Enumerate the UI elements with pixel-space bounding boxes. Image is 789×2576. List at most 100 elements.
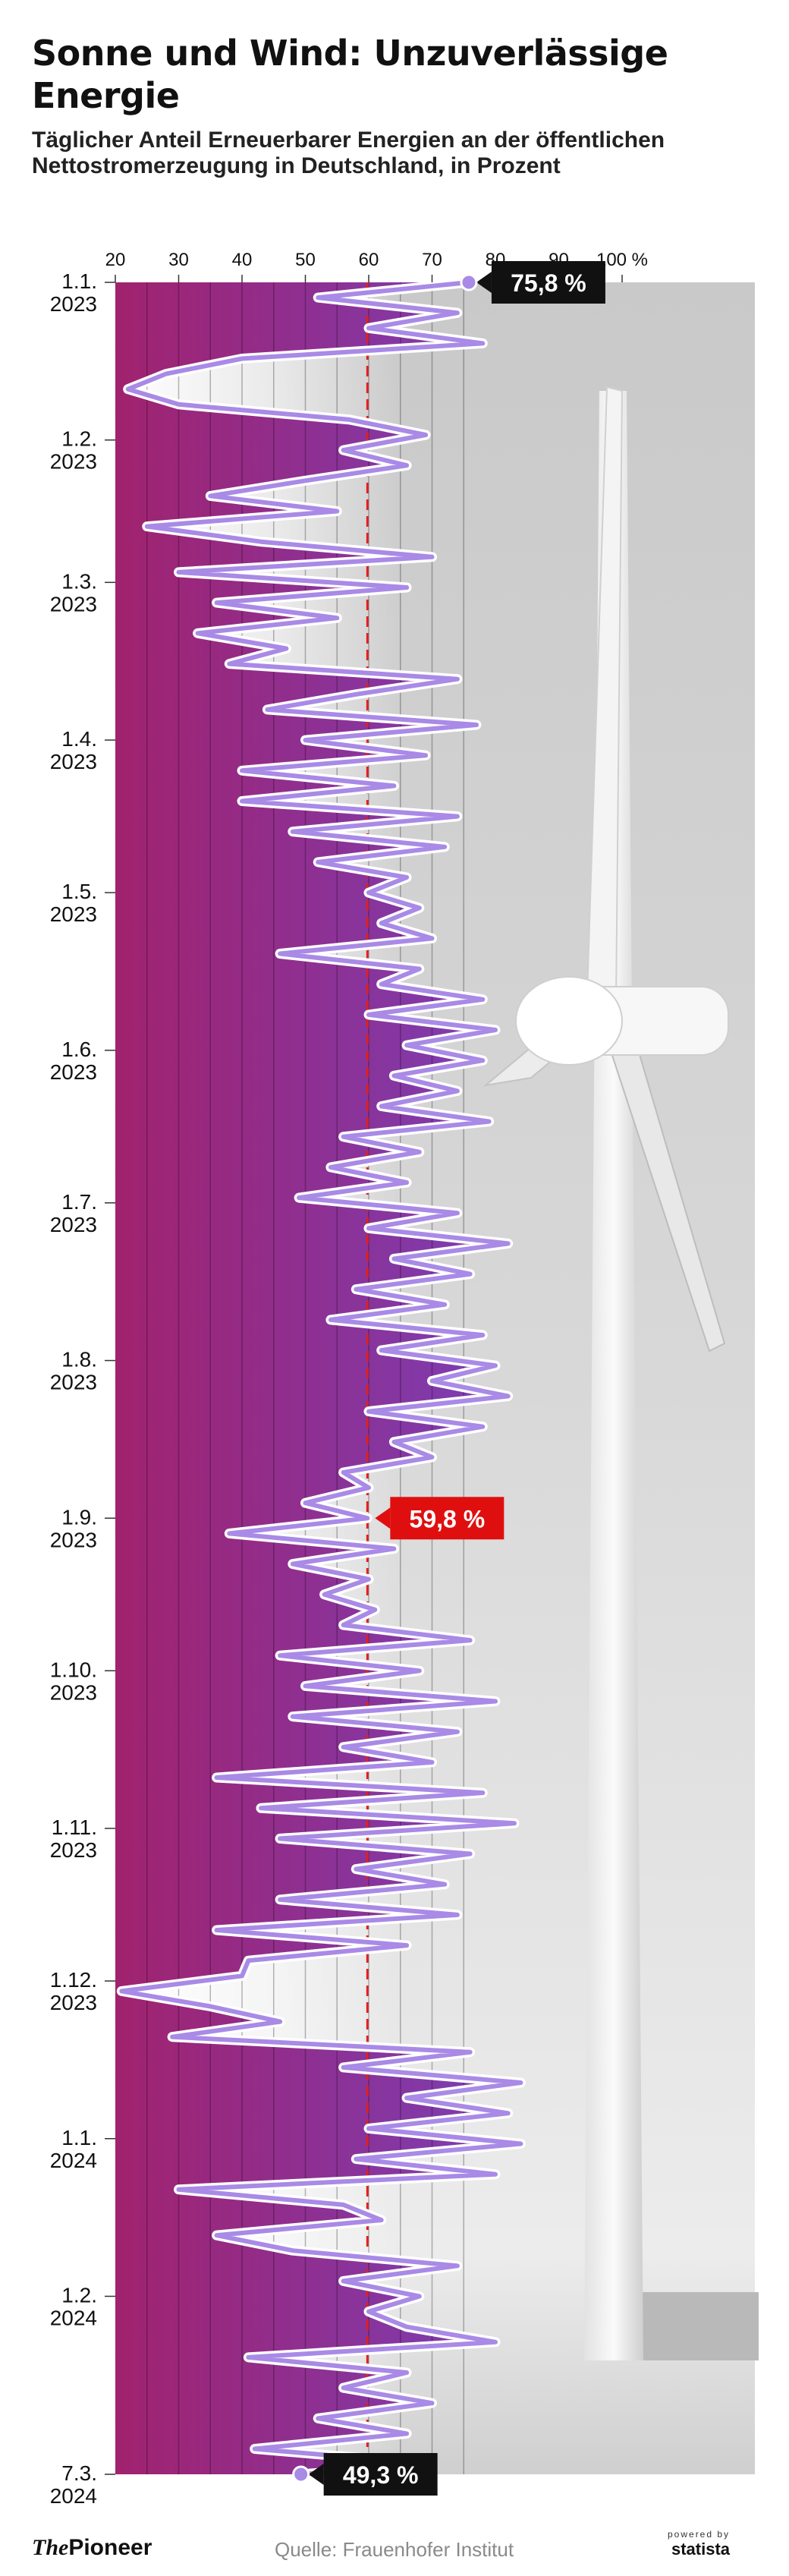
y-tick-label: 1.11. xyxy=(52,1815,97,1839)
data-point xyxy=(506,1242,510,1245)
data-point xyxy=(468,1639,472,1642)
data-point xyxy=(341,1135,345,1138)
data-point xyxy=(430,1760,434,1764)
callout-box xyxy=(390,1497,505,1540)
data-point xyxy=(392,1440,396,1444)
data-point xyxy=(341,2203,345,2206)
y-tick-label: 1.12. xyxy=(50,1968,97,1992)
y-tick-label: 1.1. xyxy=(61,269,97,293)
data-point xyxy=(240,357,244,361)
callout-label: 75,8 % xyxy=(511,269,586,297)
data-point xyxy=(278,952,282,956)
y-tick-label: 1.2. xyxy=(61,427,97,451)
data-point xyxy=(341,1471,345,1474)
data-point xyxy=(481,1425,485,1428)
data-point xyxy=(347,417,351,421)
data-point xyxy=(494,1364,497,1368)
data-point xyxy=(284,647,288,650)
data-point xyxy=(379,982,383,986)
data-point xyxy=(367,1012,370,1016)
data-point xyxy=(303,1684,307,1688)
data-point xyxy=(316,860,320,864)
callout-dot xyxy=(460,273,478,291)
brand-main: Pioneer xyxy=(68,2535,152,2560)
renewables-share-line xyxy=(116,277,526,2480)
data-point xyxy=(392,1257,396,1261)
y-tick-label: 2023 xyxy=(50,450,97,474)
callout-pointer xyxy=(375,1507,391,1529)
source-note: Quelle: Frauenhofer Institut xyxy=(275,2538,514,2561)
data-point xyxy=(392,1074,396,1078)
data-point xyxy=(341,1623,345,1627)
data-point xyxy=(354,1287,358,1291)
data-point xyxy=(430,555,434,559)
y-tick-label: 1.5. xyxy=(61,880,97,903)
data-point xyxy=(228,662,231,666)
data-point xyxy=(367,1227,370,1230)
data-point xyxy=(468,2050,472,2054)
data-point xyxy=(171,2035,174,2039)
data-point xyxy=(405,1181,409,1184)
data-point xyxy=(303,738,307,742)
data-point xyxy=(297,1196,301,1200)
data-point xyxy=(177,2187,181,2191)
callout-pointer xyxy=(476,272,492,293)
callout-label: 59,8 % xyxy=(410,1505,486,1532)
powered-by-label: powered by xyxy=(668,2529,731,2540)
data-point xyxy=(506,1394,510,1398)
data-point xyxy=(177,402,181,406)
callout-box xyxy=(323,2453,438,2496)
x-tick-label: 60 xyxy=(359,250,379,270)
data-point xyxy=(417,906,421,910)
data-point xyxy=(481,1059,485,1063)
data-point xyxy=(215,1776,218,1779)
data-point xyxy=(367,891,370,895)
y-tick-label: 2024 xyxy=(50,2149,97,2172)
data-point xyxy=(405,586,409,589)
y-tick-label: 2023 xyxy=(50,1528,97,1551)
data-point xyxy=(455,2264,459,2268)
data-point xyxy=(519,2081,523,2084)
data-point xyxy=(120,1989,124,1993)
data-point xyxy=(278,2020,282,2023)
data-point xyxy=(247,2355,250,2359)
y-tick-label: 1.10. xyxy=(50,1658,97,1681)
y-tick-label: 2023 xyxy=(50,1991,97,2014)
data-point xyxy=(405,876,409,879)
data-point xyxy=(328,1318,332,1321)
y-tick-label: 1.4. xyxy=(61,727,97,751)
data-point xyxy=(494,1028,497,1031)
x-tick-label: 30 xyxy=(168,250,189,270)
y-tick-label: 2023 xyxy=(50,592,97,616)
data-point xyxy=(177,570,181,574)
data-point xyxy=(240,799,244,803)
chart-subtitle: Täglicher Anteil Erneuerbarer Energien a… xyxy=(32,128,665,178)
data-point xyxy=(424,433,428,436)
data-point xyxy=(341,2279,345,2283)
data-point xyxy=(455,1089,459,1093)
y-tick-label: 2023 xyxy=(50,1680,97,1704)
data-point xyxy=(506,2112,510,2115)
data-point xyxy=(354,2157,358,2161)
data-point xyxy=(405,2432,409,2436)
data-point xyxy=(335,509,339,513)
data-point xyxy=(354,692,358,696)
data-point xyxy=(481,1791,485,1795)
data-point xyxy=(455,311,459,315)
data-point xyxy=(481,342,485,345)
data-point xyxy=(455,1913,459,1916)
data-point xyxy=(379,1104,383,1108)
wind-turbine-illustration xyxy=(483,386,759,2360)
callout-pointer xyxy=(308,2464,324,2485)
data-point xyxy=(354,1867,358,1871)
data-point xyxy=(291,1562,294,1566)
data-point xyxy=(259,1806,262,1810)
data-point xyxy=(367,1486,370,1490)
data-point xyxy=(468,1272,472,1276)
y-tick-label: 7.3. xyxy=(61,2461,97,2485)
y-tick-label: 1.2. xyxy=(61,2283,97,2307)
data-point xyxy=(291,2249,294,2253)
callout-label: 49,3 % xyxy=(343,2461,419,2489)
y-tick-label: 2023 xyxy=(50,1060,97,1084)
data-point xyxy=(424,754,428,757)
